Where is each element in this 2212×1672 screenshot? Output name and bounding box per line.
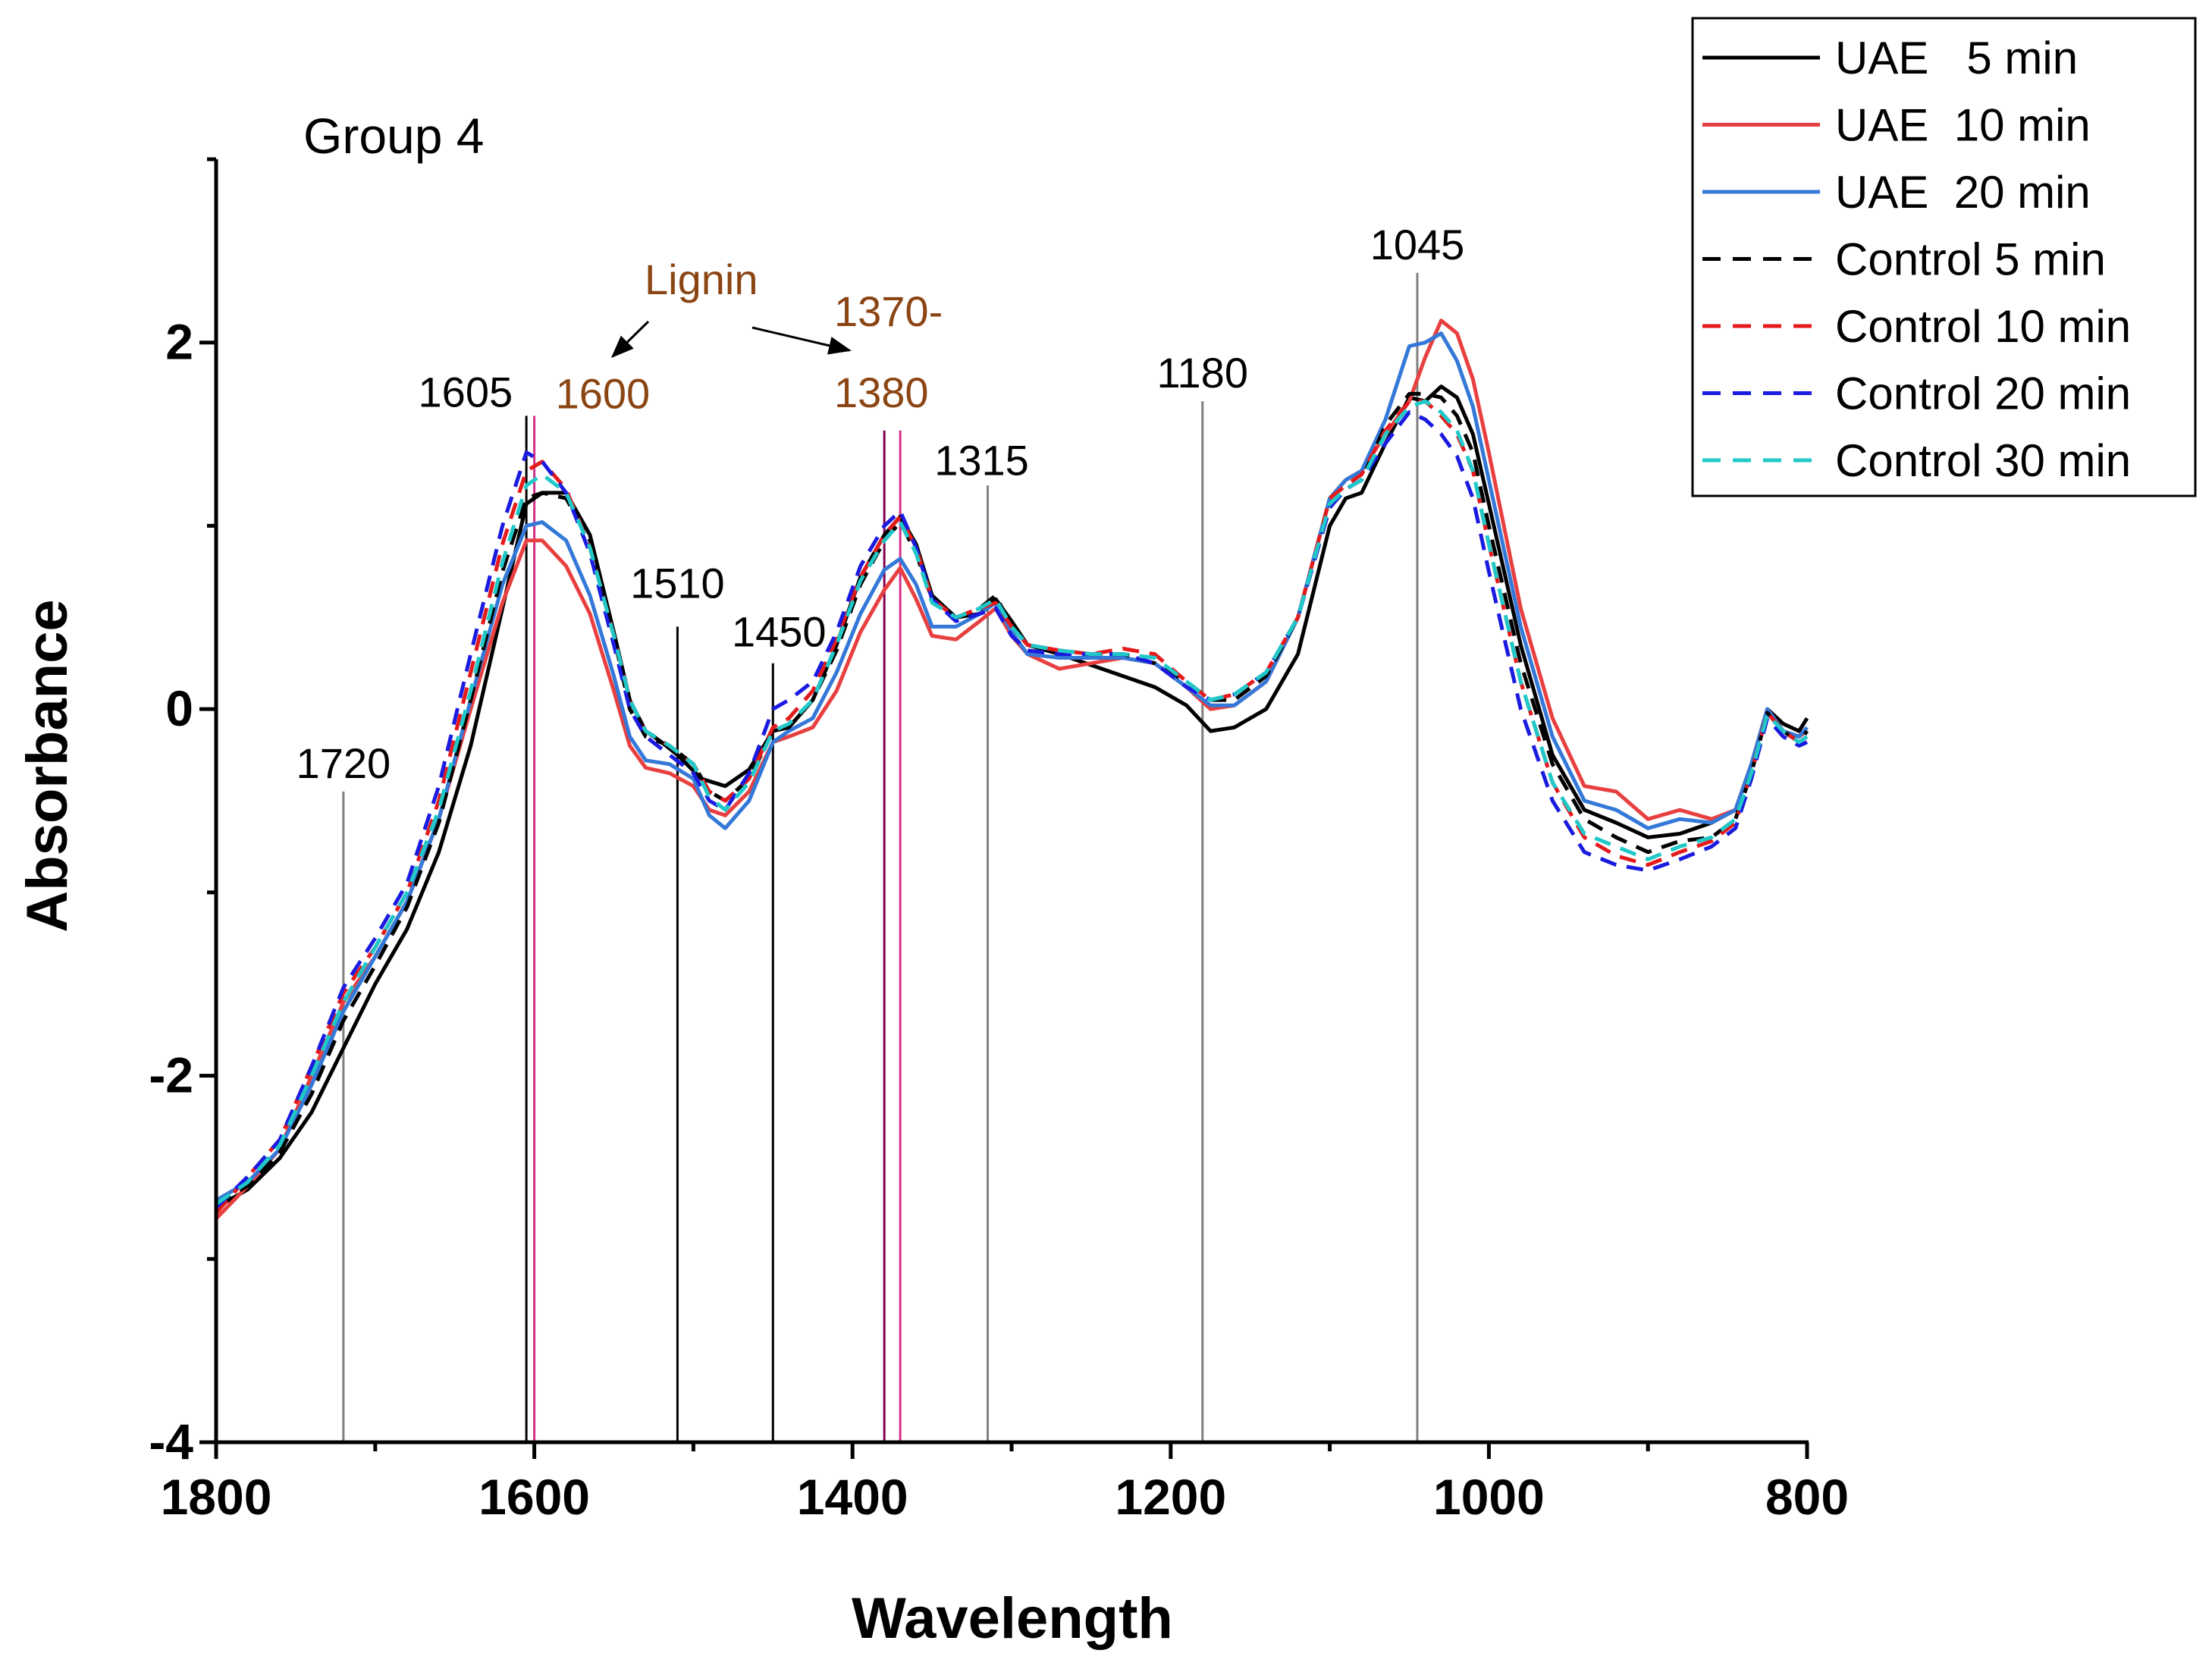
legend-label-1: UAE 5 min (1835, 33, 2078, 83)
lignin-annotation: Lignin 1370- 1380 (610, 256, 943, 416)
legend-label-2: UAE 10 min (1835, 100, 2091, 151)
legend-label-7: Control 30 min (1835, 435, 2131, 486)
range-label-line1: 1370- (834, 287, 943, 335)
peak-label-1315: 1315 (934, 436, 1029, 484)
x-tick-label-1000: 1000 (1433, 1469, 1545, 1525)
lignin-arrow-right (751, 326, 852, 355)
legend-label-5: Control 10 min (1835, 301, 2131, 352)
series-line-6 (215, 410, 1809, 1209)
lignin-arrow-left (610, 320, 650, 359)
x-tick-label-1600: 1600 (478, 1469, 590, 1525)
lignin-label: Lignin (645, 256, 758, 303)
legend-label-4: Control 5 min (1835, 234, 2106, 285)
peak-label-1450: 1450 (732, 608, 827, 656)
y-tick-label-0: 0 (165, 680, 193, 736)
peak-label-1180: 1180 (1157, 349, 1248, 397)
y-tick-label--2: -2 (149, 1047, 193, 1103)
x-tick-label-800: 800 (1765, 1469, 1849, 1525)
series-layer (215, 318, 1809, 1220)
y-axis-ticks: -4 -2 0 2 (149, 157, 216, 1470)
peak-label-1720: 1720 (297, 739, 391, 787)
x-tick-label-1400: 1400 (797, 1469, 908, 1525)
peak-label-1605: 1605 (419, 368, 513, 416)
series-line-1 (215, 384, 1809, 1209)
x-axis-ticks: 1800 1600 1400 1200 1000 800 (161, 1442, 1849, 1525)
y-axis-title: Absorbance (15, 599, 80, 932)
x-axis-title: Wavelength (852, 1586, 1173, 1651)
legend-label-3: UAE 20 min (1835, 167, 2091, 218)
y-tick-label--4: -4 (149, 1413, 193, 1470)
panel-label: Group 4 (303, 108, 484, 164)
range-label-line2: 1380 (834, 369, 929, 416)
y-tick-label-2: 2 (165, 314, 193, 370)
series-line-2 (215, 318, 1809, 1220)
x-tick-label-1200: 1200 (1115, 1469, 1226, 1525)
x-tick-label-1800: 1800 (161, 1469, 272, 1525)
legend-label-6: Control 20 min (1835, 369, 2131, 419)
peak-label-1510: 1510 (630, 559, 725, 607)
peak-label-1045: 1045 (1370, 221, 1465, 268)
legend: UAE 5 min UAE 10 min UAE 20 min Control 5 m… (1691, 17, 2197, 497)
series-line-7 (215, 399, 1809, 1206)
peak-label-1600: 1600 (556, 369, 651, 417)
